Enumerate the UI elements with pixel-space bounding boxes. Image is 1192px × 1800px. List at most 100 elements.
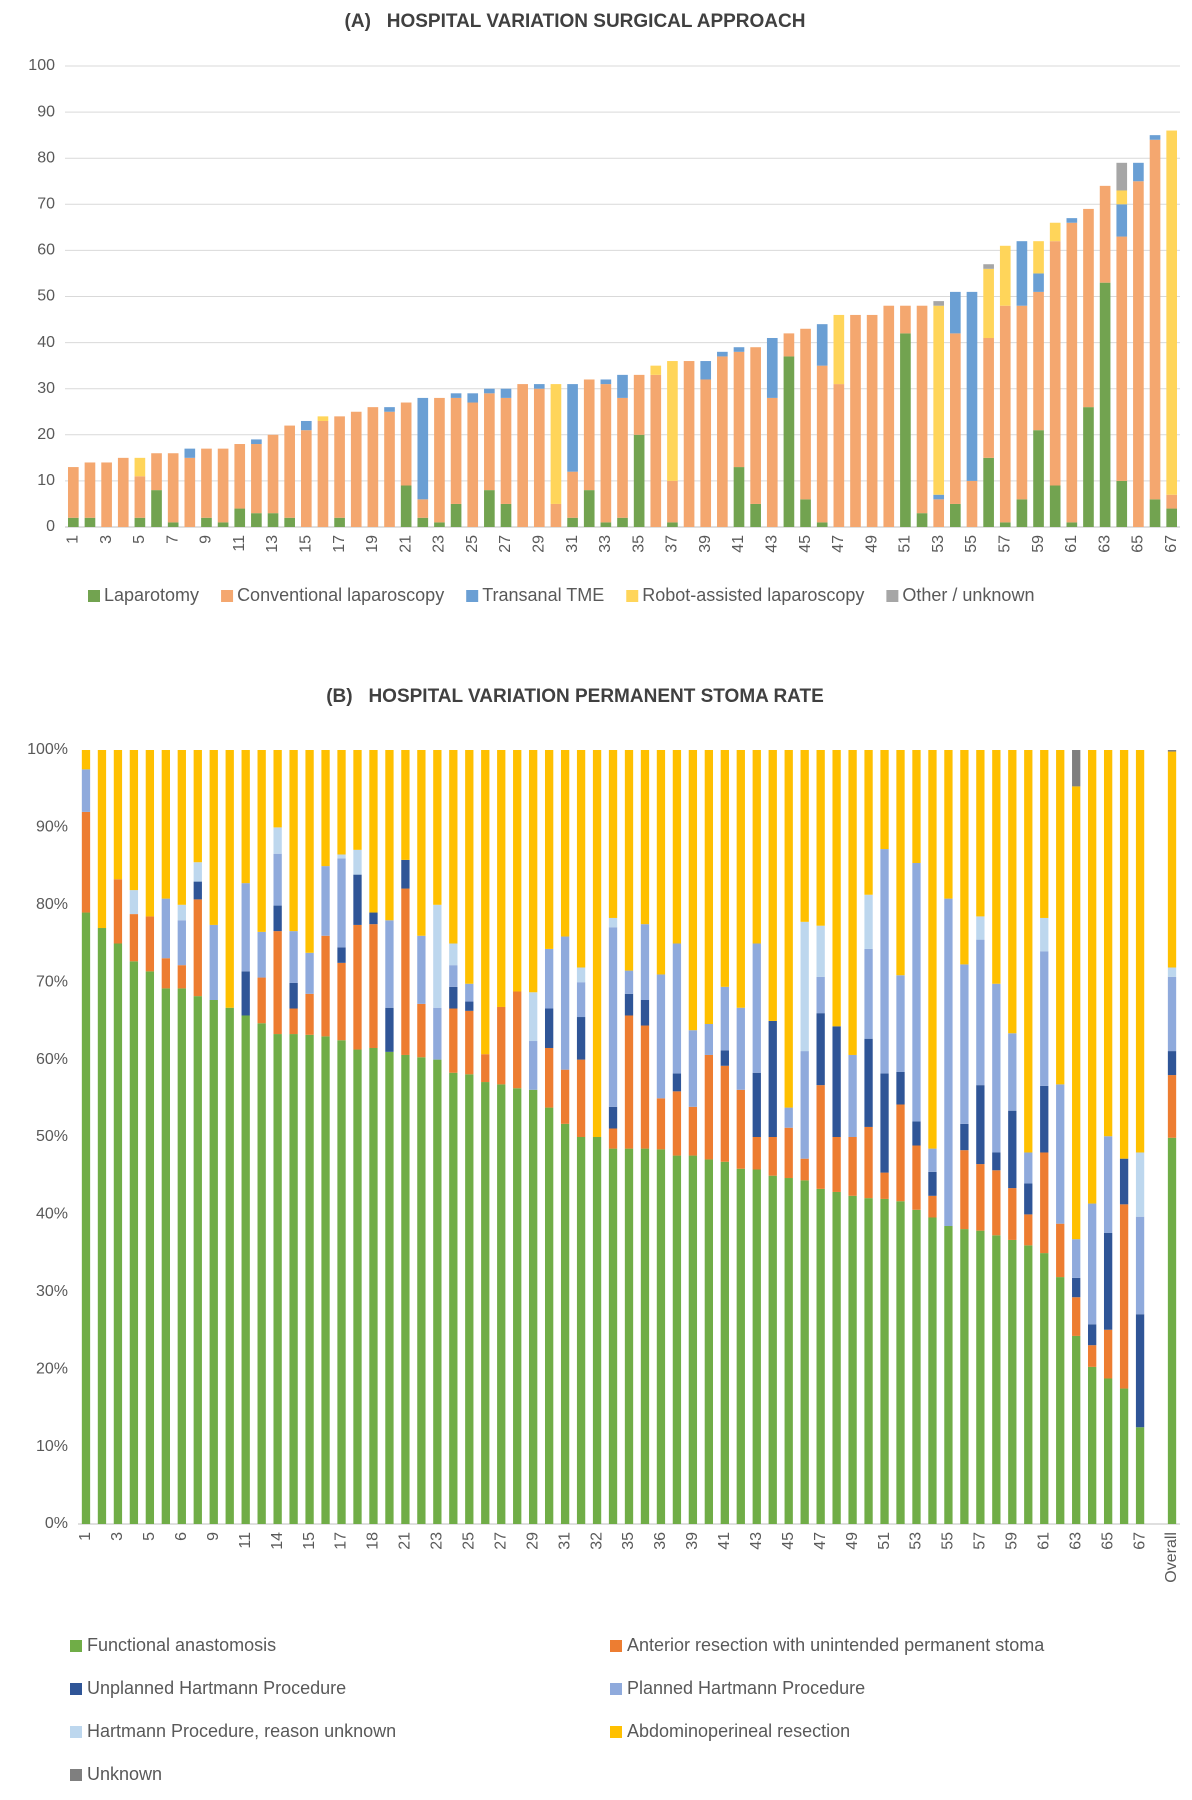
x-tick-label: 18 xyxy=(365,1532,382,1550)
bar-segment xyxy=(733,347,745,352)
bar-segment xyxy=(688,1155,698,1524)
bar-segment xyxy=(992,1170,1001,1236)
bar-segment xyxy=(129,961,139,1524)
bar-segment xyxy=(850,314,861,527)
bar-segment xyxy=(289,1008,298,1035)
x-tick-label: 21 xyxy=(397,1532,414,1550)
bar-segment xyxy=(944,1226,953,1524)
legend-label: Laparotomy xyxy=(104,585,199,605)
bar-segment xyxy=(209,1000,218,1524)
bar-segment xyxy=(833,384,845,527)
bar-segment xyxy=(401,750,410,860)
bar-segment xyxy=(960,1123,969,1151)
bar-segment xyxy=(353,1049,362,1524)
bar-segment xyxy=(560,1123,570,1524)
bar-segment xyxy=(273,931,282,1035)
bar-segment xyxy=(944,898,953,1227)
bar-segment xyxy=(161,898,170,959)
bar-segment xyxy=(624,1148,634,1524)
bar-segment xyxy=(560,1069,570,1124)
bar-segment xyxy=(267,513,279,527)
bar-segment xyxy=(300,430,312,527)
y-tick-label: 80% xyxy=(36,896,68,913)
bar-segment xyxy=(145,916,155,972)
legend-marker xyxy=(610,1726,622,1738)
bar-segment xyxy=(960,964,969,1124)
bar-segment xyxy=(529,750,538,993)
bar-segment xyxy=(500,388,512,398)
bar-segment xyxy=(273,905,282,932)
bar-segment xyxy=(241,750,250,884)
bar-segment xyxy=(350,411,362,527)
bar-segment xyxy=(976,750,985,917)
bar-segment xyxy=(400,402,412,486)
bar-segment xyxy=(983,337,994,458)
bar-segment xyxy=(1135,1216,1145,1315)
bar-segment xyxy=(640,750,650,925)
bar-segment xyxy=(950,291,961,334)
bar-segment xyxy=(1088,750,1097,1204)
bar-segment xyxy=(992,1235,1001,1524)
bar-segment xyxy=(177,988,186,1524)
bar-segment xyxy=(481,1054,490,1083)
bar-segment xyxy=(1167,1051,1177,1076)
bar-segment xyxy=(633,374,645,435)
bar-segment xyxy=(544,1008,554,1048)
bar-segment xyxy=(217,448,229,523)
bar-segment xyxy=(704,1159,714,1524)
bar-segment xyxy=(1056,750,1065,1085)
bar-segment xyxy=(766,397,778,527)
bar-segment xyxy=(608,1128,618,1149)
bar-segment xyxy=(667,480,678,523)
y-tick-label: 80 xyxy=(37,149,55,166)
bar-segment xyxy=(273,1034,282,1524)
bar-segment xyxy=(184,448,196,458)
bar-segment xyxy=(576,1017,586,1060)
bar-segment xyxy=(353,924,362,1050)
bar-segment xyxy=(880,849,889,1074)
bar-segment xyxy=(1049,222,1061,242)
bar-segment xyxy=(321,1036,330,1524)
bar-segment xyxy=(912,750,921,864)
bar-segment xyxy=(999,305,1011,523)
x-tick-label: 27 xyxy=(497,535,514,553)
bar-segment xyxy=(273,750,282,828)
bar-segment xyxy=(257,977,266,1024)
bar-segment xyxy=(717,351,728,357)
bar-segment xyxy=(1008,1033,1017,1111)
bar-segment xyxy=(1135,750,1145,1153)
bar-segment xyxy=(334,416,345,518)
bar-segment xyxy=(484,393,495,491)
bar-segment xyxy=(768,1020,777,1137)
bar-segment xyxy=(1103,1378,1113,1524)
bar-segment xyxy=(334,517,345,527)
bar-segment xyxy=(983,264,994,269)
bar-segment xyxy=(134,517,146,527)
bar-segment xyxy=(201,448,212,518)
bar-segment xyxy=(1133,181,1144,527)
legend-label: Unplanned Hartmann Procedure xyxy=(87,1678,346,1698)
bar-segment xyxy=(784,1178,793,1524)
bar-segment xyxy=(267,434,279,514)
bar-segment xyxy=(1135,1152,1145,1217)
bar-segment xyxy=(529,992,538,1042)
bar-segment xyxy=(1056,1277,1065,1524)
bar-segment xyxy=(1016,305,1028,500)
bar-segment xyxy=(816,365,828,523)
bar-segment xyxy=(449,965,458,987)
bar-segment xyxy=(1072,1335,1081,1524)
bar-segment xyxy=(500,397,512,504)
bar-segment xyxy=(317,416,329,421)
bar-segment xyxy=(145,971,155,1524)
bar-segment xyxy=(533,384,545,389)
bar-segment xyxy=(1088,1366,1097,1524)
bar-segment xyxy=(257,931,266,978)
bar-segment xyxy=(1103,1232,1113,1330)
bar-segment xyxy=(700,361,712,380)
bar-segment xyxy=(84,517,96,527)
bar-segment xyxy=(1088,1345,1097,1367)
y-tick-label: 60 xyxy=(37,242,55,259)
bar-segment xyxy=(864,948,873,1039)
y-tick-label: 100 xyxy=(28,57,55,74)
